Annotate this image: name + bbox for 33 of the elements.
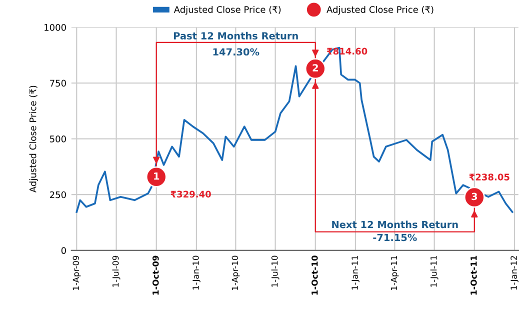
legend-label: Adjusted Close Price (₹) [326, 6, 434, 15]
x-tick-label: 1-Jul-09 [112, 256, 120, 287]
x-tick-label: 1-Apr-11 [390, 256, 399, 290]
x-tick-label: 1-Oct-11 [470, 256, 477, 295]
x-tick-label: 1-Oct-09 [152, 256, 159, 295]
x-tick-label: 1-Oct-10 [312, 256, 318, 295]
data-label: ₹329.40 [170, 190, 211, 198]
x-tick-label: 1-Apr-09 [72, 256, 81, 290]
x-tick-label: 1-Jan-10 [192, 256, 200, 290]
y-tick-label: 1000 [44, 24, 66, 31]
y-tick-label: 500 [50, 136, 66, 142]
x-tick-label: 1-Jan-12 [510, 256, 518, 290]
annotation: 1 [154, 172, 160, 180]
x-tick-label: 1-Apr-10 [232, 256, 240, 290]
point [146, 166, 167, 188]
x-tick-label: 1-Jan-11 [352, 256, 360, 290]
point [464, 186, 485, 208]
annotation: Past 12 Months Return [174, 32, 298, 40]
y-axis-title: Adjusted Close Price (₹) [29, 86, 38, 193]
x-tick-label: 1-Jul-11 [430, 256, 438, 287]
point [304, 58, 326, 80]
y-tick-label: 0 [61, 247, 66, 254]
legend-label: Adjusted Close Price (₹) [174, 6, 281, 15]
y-tick-label: 750 [50, 80, 66, 87]
annotation: 147.30% [213, 48, 260, 56]
annotation: 2 [312, 64, 318, 72]
x-tick-label: 1-Jul-10 [271, 256, 280, 287]
line-series [76, 46, 514, 213]
data-label: ₹238.05 [469, 174, 510, 180]
annotation: Next 12 Months Return [332, 220, 458, 228]
annotation: -71.15% [373, 234, 417, 242]
y-tick-label: 250 [50, 191, 66, 198]
annotation: 3 [472, 192, 478, 200]
